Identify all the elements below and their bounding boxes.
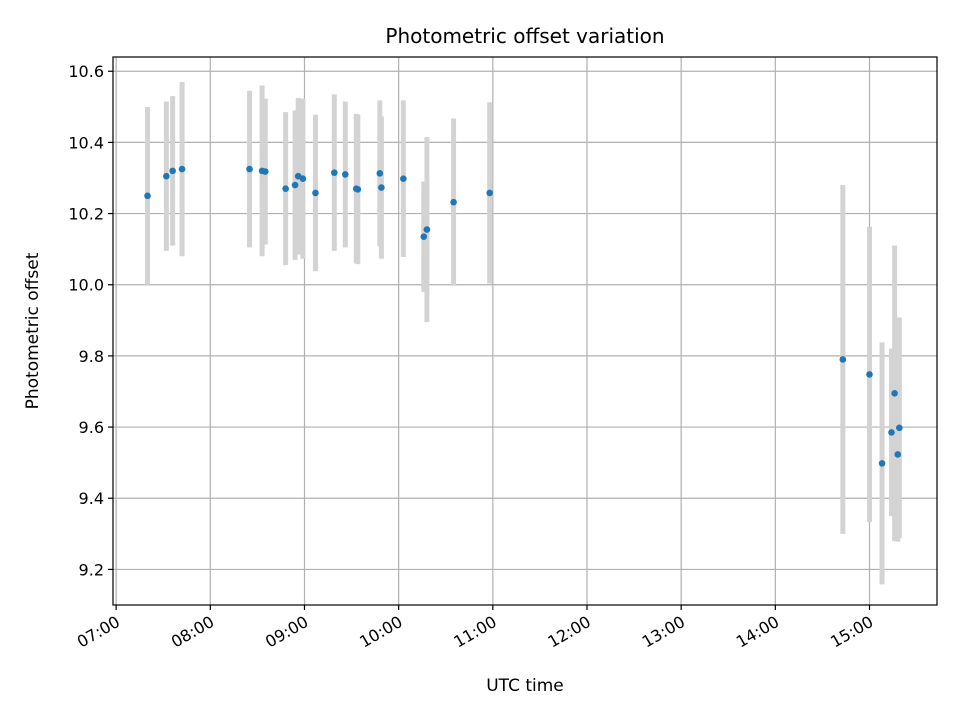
data-point xyxy=(299,175,307,182)
data-point xyxy=(888,429,895,436)
y-tick-label: 10.6 xyxy=(68,62,104,81)
data-point xyxy=(261,168,269,175)
y-tick-label: 10.0 xyxy=(68,276,104,295)
data-point xyxy=(839,356,847,363)
data-point xyxy=(894,451,902,458)
y-tick-label: 9.4 xyxy=(79,489,104,508)
plot-area xyxy=(113,57,937,605)
data-point xyxy=(312,189,319,197)
y-axis-title: Photometric offset xyxy=(23,252,43,409)
data-point xyxy=(423,226,431,233)
data-point xyxy=(896,424,903,432)
chart-title: Photometric offset variation xyxy=(385,24,664,48)
data-point xyxy=(354,186,362,193)
data-point xyxy=(376,170,384,177)
data-point xyxy=(400,175,407,182)
y-axis: 9.2 9.4 9.6 9.8 10.0 10.2 10.4 10.6 xyxy=(68,62,113,579)
data-point xyxy=(420,233,428,241)
plot-frame xyxy=(112,56,938,606)
data-point xyxy=(178,165,186,173)
data-points xyxy=(144,165,903,467)
x-axis-title: UTC time xyxy=(486,676,564,696)
y-tick-label: 9.6 xyxy=(79,418,104,437)
data-point xyxy=(246,165,253,173)
data-point xyxy=(891,389,898,397)
data-point xyxy=(450,198,457,206)
data-point xyxy=(282,185,289,192)
y-tick-label: 10.4 xyxy=(68,133,104,152)
data-point xyxy=(169,167,176,175)
data-point xyxy=(163,172,170,180)
y-tick-label: 10.2 xyxy=(68,205,104,224)
data-point xyxy=(486,189,493,197)
data-point xyxy=(144,192,151,200)
data-point xyxy=(341,171,349,178)
y-tick-label: 9.8 xyxy=(79,347,104,366)
data-point xyxy=(866,371,873,378)
data-point xyxy=(378,184,385,191)
data-point xyxy=(331,169,338,176)
data-point xyxy=(291,181,299,189)
y-tick-label: 9.2 xyxy=(79,560,104,579)
data-point xyxy=(878,460,886,467)
